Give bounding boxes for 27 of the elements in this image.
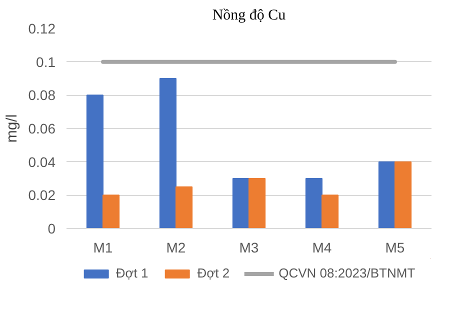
bar [159, 78, 176, 228]
bar [176, 186, 193, 228]
y-axis-title: mg/l [3, 114, 20, 143]
y-tick-label: 0.12 [28, 20, 56, 36]
bar [248, 178, 266, 228]
legend-label: Đợt 1 [116, 266, 148, 280]
bar [394, 161, 412, 228]
y-tick-label: 0.02 [28, 187, 56, 204]
bar [232, 178, 250, 228]
y-tick-label: 0.08 [28, 87, 56, 104]
chart-title: Nồng độ Cu [212, 8, 286, 24]
y-tick-label: 0 [48, 220, 56, 236]
bar [322, 194, 339, 228]
legend-label: QCVN 08:2023/BTNMT [278, 266, 416, 280]
bar [378, 161, 396, 228]
y-tick-label: 0.1 [36, 54, 56, 70]
bar [86, 94, 104, 228]
y-tick-label: 0.04 [28, 154, 56, 170]
x-tick-label: M4 [312, 240, 332, 256]
y-tick-label: 0.06 [28, 120, 56, 136]
x-tick-label: M3 [239, 240, 259, 256]
x-tick-label: M1 [93, 240, 113, 256]
bar [102, 194, 120, 228]
legend-label: Đợt 2 [197, 266, 230, 280]
x-tick-label: M2 [166, 240, 186, 256]
x-tick-label: M5 [385, 240, 405, 256]
bar [305, 178, 322, 228]
